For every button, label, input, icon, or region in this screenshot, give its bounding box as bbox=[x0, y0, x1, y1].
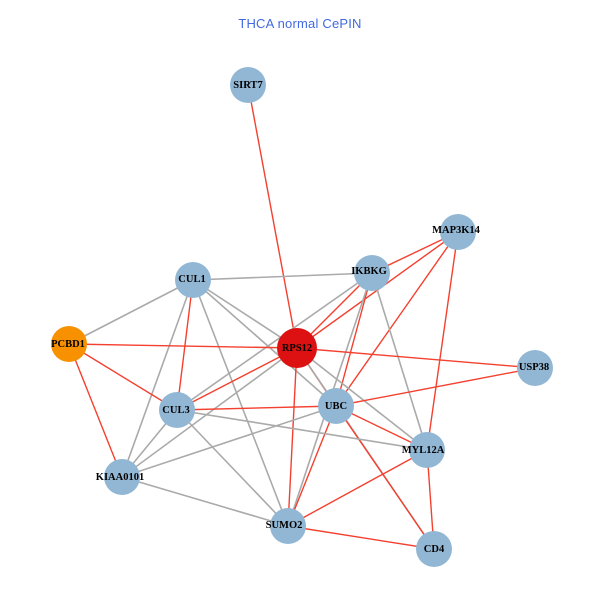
edge-sumo2-cd4 bbox=[287, 525, 435, 550]
node-circle-usp38[interactable] bbox=[517, 350, 553, 386]
node-label-ubc: UBC bbox=[325, 401, 347, 412]
edge-rps12-sumo2 bbox=[287, 347, 298, 527]
node-circle-cd4[interactable] bbox=[416, 531, 452, 567]
node-circle-ikbkg[interactable] bbox=[354, 255, 390, 291]
node-circle-ubc[interactable] bbox=[318, 388, 354, 424]
edge-cul3-myl12a bbox=[176, 409, 428, 451]
edge-cul3-sumo2 bbox=[176, 409, 289, 527]
node-kiaa0101[interactable]: KIAA0101 bbox=[96, 459, 144, 495]
node-label-rps12: RPS12 bbox=[282, 343, 312, 354]
node-label-cul1: CUL1 bbox=[178, 274, 205, 285]
node-circle-cul1[interactable] bbox=[175, 262, 211, 298]
edge-myl12a-sumo2 bbox=[287, 449, 428, 527]
edge-usp38-ubc bbox=[335, 367, 536, 407]
node-label-ikbkg: IKBKG bbox=[351, 266, 387, 277]
node-cd4[interactable]: CD4 bbox=[416, 531, 452, 567]
node-layer: SIRT7 MAP3K14 IKBKG CUL1 PCBD1 RPS12 USP38 UBC C… bbox=[51, 67, 553, 567]
edge-rps12-kiaa0101 bbox=[121, 347, 298, 478]
edge-ikbkg-myl12a bbox=[371, 272, 428, 451]
node-sumo2[interactable]: SUMO2 bbox=[266, 508, 306, 544]
node-label-kiaa0101: KIAA0101 bbox=[96, 472, 144, 483]
edge-ubc-cul3 bbox=[176, 405, 337, 411]
edge-ubc-cd4 bbox=[335, 405, 435, 550]
edge-cul1-kiaa0101 bbox=[121, 279, 194, 478]
edge-cul1-pcbd1 bbox=[68, 279, 194, 345]
node-cul1[interactable]: CUL1 bbox=[175, 262, 211, 298]
node-circle-cul3[interactable] bbox=[159, 392, 195, 428]
node-label-cul3: CUL3 bbox=[162, 405, 189, 416]
node-label-pcbd1: PCBD1 bbox=[51, 339, 85, 350]
edge-pcbd1-rps12 bbox=[68, 343, 298, 349]
node-label-cd4: CD4 bbox=[424, 544, 445, 555]
node-circle-myl12a[interactable] bbox=[409, 432, 445, 468]
edge-rps12-usp38 bbox=[296, 347, 536, 369]
page-title: THCA normal CePIN bbox=[238, 16, 362, 31]
edge-cul1-sumo2 bbox=[192, 279, 289, 527]
node-circle-rps12[interactable] bbox=[277, 328, 317, 368]
edge-cul1-cul3 bbox=[176, 279, 194, 411]
edge-ikbkg-ubc bbox=[335, 272, 373, 407]
node-sirt7[interactable]: SIRT7 bbox=[230, 67, 266, 103]
node-ubc[interactable]: UBC bbox=[318, 388, 354, 424]
edge-rps12-myl12a bbox=[296, 347, 428, 451]
node-map3k14[interactable]: MAP3K14 bbox=[432, 214, 481, 250]
edge-ubc-kiaa0101 bbox=[121, 405, 337, 478]
edge-pcbd1-cul3 bbox=[68, 343, 178, 411]
edge-cul1-ubc bbox=[192, 279, 337, 407]
node-circle-map3k14[interactable] bbox=[440, 214, 476, 250]
edge-ubc-sumo2 bbox=[287, 405, 337, 527]
node-usp38[interactable]: USP38 bbox=[517, 350, 553, 386]
node-label-sirt7: SIRT7 bbox=[233, 80, 262, 91]
node-myl12a[interactable]: MYL12A bbox=[402, 432, 445, 468]
node-pcbd1[interactable]: PCBD1 bbox=[51, 326, 87, 362]
node-rps12[interactable]: RPS12 bbox=[277, 328, 317, 368]
node-ikbkg[interactable]: IKBKG bbox=[351, 255, 390, 291]
node-label-sumo2: SUMO2 bbox=[266, 520, 303, 531]
edge-map3k14-ubc bbox=[335, 231, 459, 407]
edge-map3k14-myl12a bbox=[426, 231, 459, 451]
node-circle-sirt7[interactable] bbox=[230, 67, 266, 103]
node-circle-pcbd1[interactable] bbox=[51, 326, 87, 362]
edge-cul1-rps12 bbox=[192, 279, 298, 349]
edge-ikbkg-cul3 bbox=[176, 272, 373, 411]
node-label-usp38: USP38 bbox=[519, 362, 549, 373]
edge-pcbd1-kiaa0101 bbox=[68, 343, 123, 478]
node-label-map3k14: MAP3K14 bbox=[432, 225, 481, 236]
edge-sirt7-rps12 bbox=[247, 84, 298, 349]
node-circle-kiaa0101[interactable] bbox=[104, 459, 140, 495]
edge-kiaa0101-sumo2 bbox=[121, 476, 289, 527]
node-label-myl12a: MYL12A bbox=[402, 445, 445, 456]
node-cul3[interactable]: CUL3 bbox=[159, 392, 195, 428]
edge-rps12-cul3 bbox=[176, 347, 298, 411]
node-circle-sumo2[interactable] bbox=[270, 508, 306, 544]
edge-ikbkg-cul1 bbox=[192, 272, 373, 281]
